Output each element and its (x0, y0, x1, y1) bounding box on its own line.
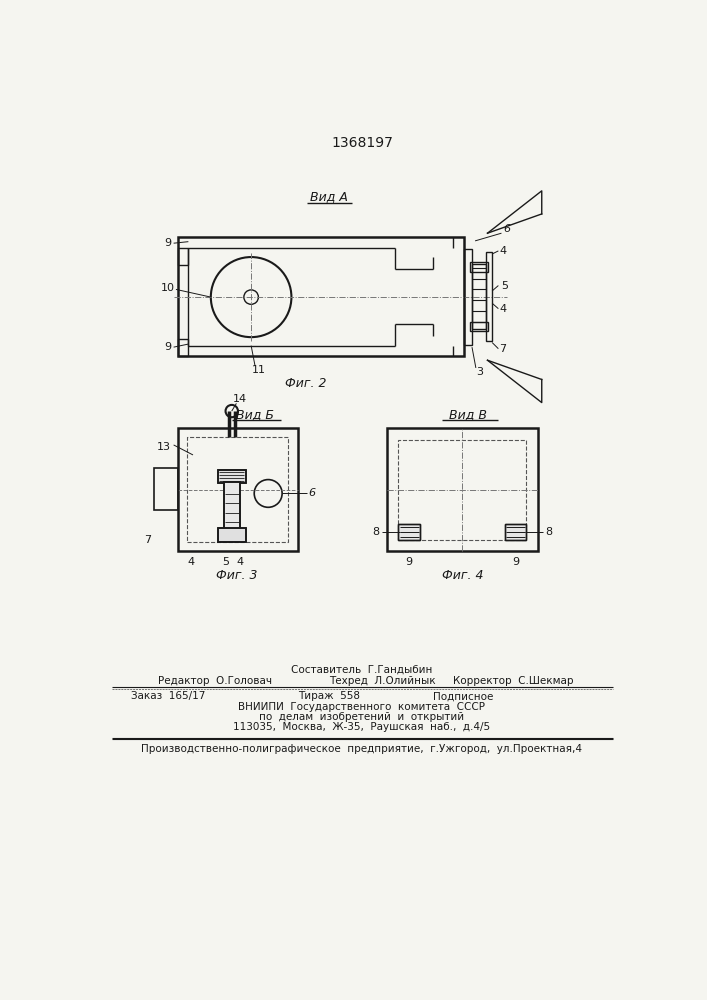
Text: 9: 9 (512, 557, 519, 567)
Text: 9: 9 (406, 557, 413, 567)
Text: 4: 4 (499, 246, 506, 256)
Text: 5: 5 (501, 281, 508, 291)
Bar (224, 482, 240, 534)
Text: 14: 14 (233, 394, 247, 404)
Text: ВНИИПИ  Государственного  комитета  СССР: ВНИИПИ Государственного комитета СССР (238, 702, 486, 712)
Bar (464, 249, 472, 345)
Text: 6: 6 (503, 224, 510, 234)
Text: 7: 7 (499, 344, 506, 354)
Bar (398, 440, 526, 540)
Text: 3: 3 (477, 367, 484, 377)
Text: 13: 13 (157, 442, 171, 452)
Bar (224, 482, 240, 534)
Text: Производственно-полиграфическое  предприятие,  г.Ужгород,  ул.Проектная,4: Производственно-полиграфическое предприя… (141, 744, 583, 754)
Bar (218, 470, 246, 483)
Bar (469, 322, 489, 331)
Text: 1368197: 1368197 (331, 136, 393, 150)
Bar (505, 524, 526, 540)
Bar (187, 437, 288, 542)
Text: 4: 4 (236, 557, 243, 567)
Text: Техред  Л.Олийнык: Техред Л.Олийнык (329, 676, 436, 686)
Text: 8: 8 (546, 527, 553, 537)
Text: Составитель  Г.Гандыбин: Составитель Г.Гандыбин (291, 664, 433, 674)
Text: Фиг. 2: Фиг. 2 (285, 377, 326, 390)
Text: Вид В: Вид В (449, 408, 487, 421)
Bar (398, 524, 420, 540)
Bar (486, 252, 492, 341)
Text: Заказ  165/17: Заказ 165/17 (131, 691, 205, 701)
Text: 113035,  Москва,  Ж-35,  Раушская  наб.,  д.4/5: 113035, Москва, Ж-35, Раушская наб., д.4… (233, 722, 491, 732)
Text: 9: 9 (165, 238, 172, 248)
Text: 10: 10 (161, 283, 175, 293)
Bar (177, 428, 298, 551)
Text: 8: 8 (372, 527, 379, 537)
Text: 7: 7 (144, 535, 151, 545)
Text: Фиг. 4: Фиг. 4 (442, 569, 484, 582)
Text: Вид А: Вид А (310, 190, 348, 204)
Bar (218, 470, 246, 483)
Text: Фиг. 3: Фиг. 3 (216, 569, 258, 582)
Text: Вид Б: Вид Б (236, 408, 274, 421)
Bar (469, 262, 489, 272)
Text: 4: 4 (499, 304, 506, 314)
Bar (505, 524, 526, 540)
Bar (472, 264, 486, 329)
Text: Редактор  О.Головач: Редактор О.Головач (158, 676, 272, 686)
Bar (177, 237, 464, 356)
Bar (387, 428, 538, 551)
Text: Тираж  558: Тираж 558 (298, 691, 360, 701)
Bar (218, 528, 246, 542)
Text: 11: 11 (252, 365, 266, 375)
Text: 9: 9 (165, 342, 172, 352)
Text: 6: 6 (308, 488, 315, 498)
Text: по  делам  изобретений  и  открытий: по делам изобретений и открытий (259, 712, 464, 722)
Text: 4: 4 (188, 557, 195, 567)
Text: Корректор  С.Шекмар: Корректор С.Шекмар (452, 676, 573, 686)
Bar (177, 248, 188, 265)
Text: 5: 5 (222, 557, 229, 567)
Bar (398, 524, 420, 540)
Bar (218, 528, 246, 542)
Bar (154, 468, 177, 510)
Bar (177, 339, 188, 356)
Text: Подписное: Подписное (433, 691, 493, 701)
